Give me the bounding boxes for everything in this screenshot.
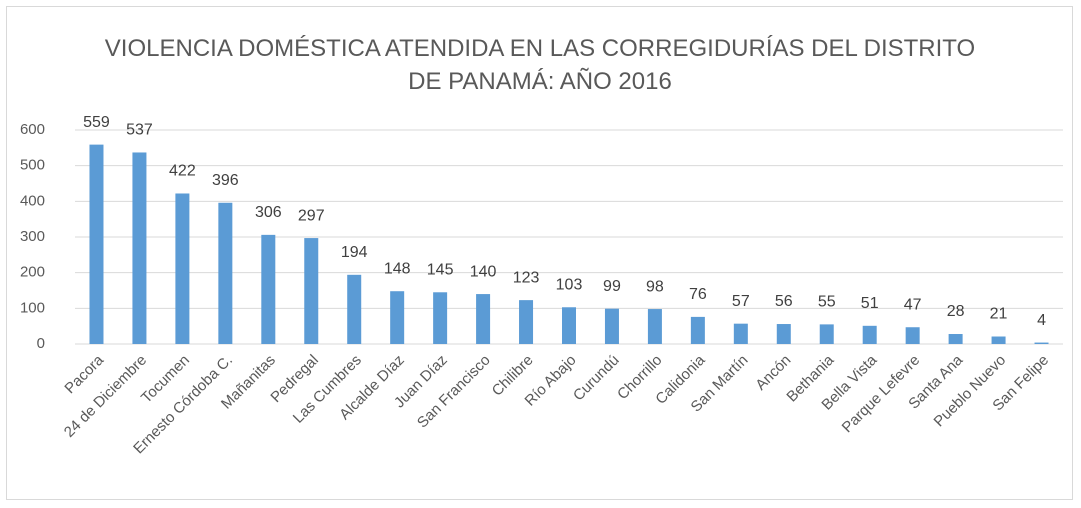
bar <box>390 291 405 344</box>
data-label: 140 <box>470 263 497 280</box>
data-label: 123 <box>513 269 540 286</box>
data-label: 4 <box>1037 312 1046 329</box>
bar <box>905 327 920 344</box>
data-label: 103 <box>556 276 583 293</box>
bar <box>948 334 963 344</box>
data-label: 51 <box>861 295 879 312</box>
y-tick-label: 500 <box>20 157 45 174</box>
data-label: 21 <box>990 306 1008 323</box>
y-tick-label: 400 <box>20 192 45 209</box>
bar <box>991 336 1006 344</box>
bar <box>476 294 491 344</box>
bar <box>304 238 319 344</box>
bar <box>819 324 834 344</box>
y-tick-label: 300 <box>20 228 45 245</box>
data-label: 145 <box>427 262 454 279</box>
bar <box>433 292 448 344</box>
chart-title: VIOLENCIA DOMÉSTICA ATENDIDA EN LAS CORR… <box>104 35 976 95</box>
data-label: 47 <box>904 296 922 313</box>
y-tick-label: 200 <box>20 264 45 281</box>
data-label: 99 <box>603 278 621 295</box>
bar <box>347 274 362 344</box>
bar <box>89 144 104 344</box>
data-label: 194 <box>341 244 368 261</box>
data-label: 306 <box>255 204 282 221</box>
bar <box>733 323 748 344</box>
bar <box>519 300 534 344</box>
bar <box>261 234 276 344</box>
data-label: 57 <box>732 293 750 310</box>
bar <box>690 316 705 344</box>
bar <box>218 202 233 344</box>
data-label: 148 <box>384 260 411 277</box>
data-label: 422 <box>169 163 196 180</box>
data-label: 559 <box>83 114 110 131</box>
y-tick-label: 100 <box>20 299 45 316</box>
data-label: 28 <box>947 303 965 320</box>
data-label: 55 <box>818 294 836 311</box>
bar <box>132 152 147 344</box>
data-label: 297 <box>298 207 325 224</box>
y-tick-label: 0 <box>37 335 45 352</box>
data-label: 56 <box>775 293 793 310</box>
bar <box>776 324 791 344</box>
data-label: 396 <box>212 172 239 189</box>
x-tick-label: Curundú <box>570 352 623 405</box>
bar <box>604 308 619 344</box>
data-label: 76 <box>689 286 707 303</box>
bar <box>562 307 576 344</box>
x-tick-label: Ancón <box>752 352 794 394</box>
chart-frame <box>6 6 1073 500</box>
data-label: 537 <box>126 122 153 139</box>
bar <box>175 193 190 344</box>
y-tick-label: 600 <box>20 121 45 138</box>
data-label: 98 <box>646 278 664 295</box>
bar <box>1034 342 1049 344</box>
bar <box>862 325 877 344</box>
bar <box>647 309 662 344</box>
